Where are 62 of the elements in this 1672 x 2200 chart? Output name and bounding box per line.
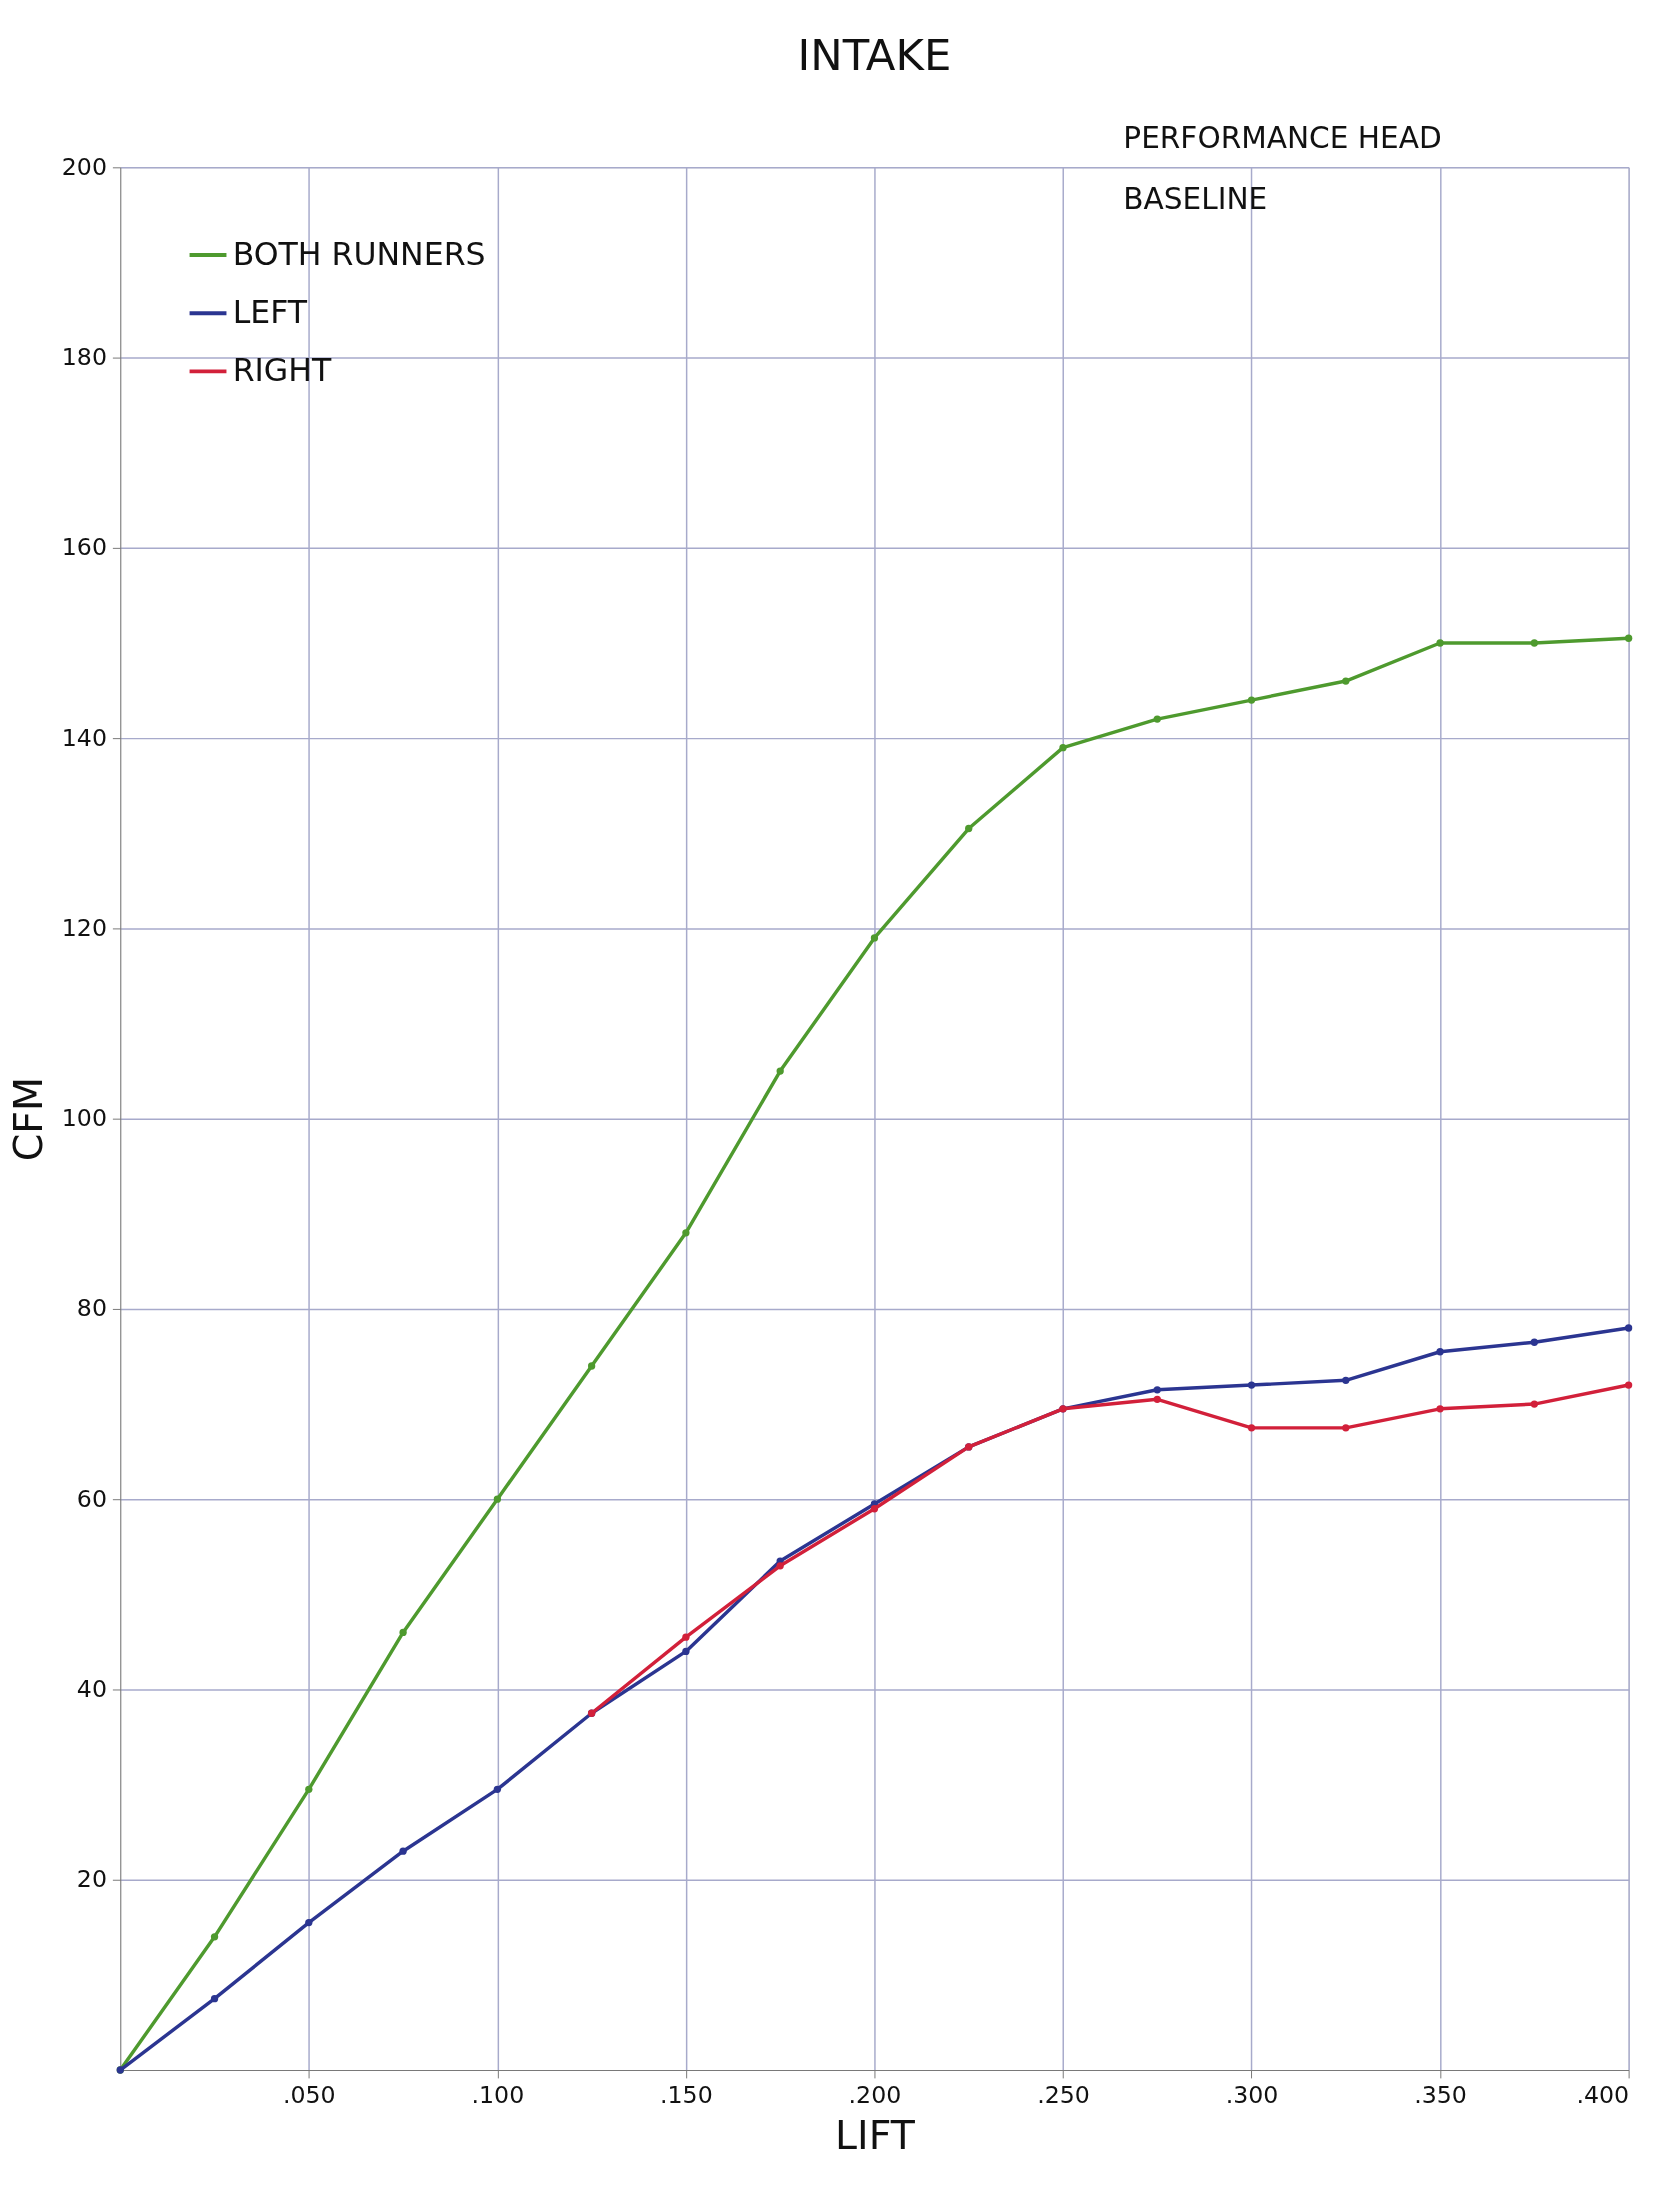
point	[776, 1067, 784, 1075]
point	[1247, 1381, 1256, 1389]
point	[1436, 639, 1444, 647]
point	[1153, 1395, 1161, 1403]
point	[1342, 1376, 1350, 1384]
point	[870, 1505, 879, 1513]
y-tick-label: 200	[61, 152, 107, 181]
x-tick-label: .050	[282, 2081, 336, 2110]
x-tick-label: .350	[1414, 2081, 1467, 2110]
chart-title: INTAKE	[797, 29, 952, 80]
y-tick-label: 100	[61, 1104, 107, 1133]
point	[1624, 1381, 1633, 1389]
point	[1530, 1400, 1539, 1408]
point	[493, 1785, 502, 1794]
y-tick-label: 80	[76, 1294, 107, 1323]
y-tick-label: 140	[61, 723, 107, 752]
y-tick-label: 20	[76, 1865, 107, 1894]
x-tick-label: .100	[471, 2081, 525, 2110]
y-tick-label: 40	[76, 1674, 107, 1703]
y-axis-title: CFM	[5, 1077, 52, 1162]
point	[682, 1647, 690, 1656]
point	[776, 1562, 784, 1570]
point	[682, 1633, 690, 1641]
point	[1624, 1324, 1633, 1332]
y-tick-label: 160	[61, 533, 107, 562]
x-tick-label: .150	[660, 2081, 713, 2110]
point	[399, 1628, 407, 1637]
point	[1342, 1424, 1350, 1432]
legend-label: RIGHT	[232, 352, 333, 389]
point	[305, 1785, 313, 1794]
point	[210, 1933, 219, 1941]
point	[965, 824, 973, 833]
point	[1153, 1386, 1161, 1394]
x-tick-label: .300	[1225, 2081, 1279, 2110]
chart-subtitle: PERFORMANCE HEAD	[1123, 120, 1442, 155]
x-tick-label: .400	[1576, 2081, 1630, 2110]
point	[1247, 1424, 1256, 1432]
point	[682, 1229, 690, 1237]
legend-label: LEFT	[232, 294, 308, 331]
point	[587, 1362, 596, 1370]
point	[1059, 744, 1067, 752]
x-tick-label: .250	[1037, 2081, 1090, 2110]
point	[1153, 715, 1161, 723]
annotation: BASELINE	[1123, 181, 1268, 216]
point	[493, 1495, 502, 1503]
y-tick-label: 180	[61, 342, 107, 371]
point	[1530, 1338, 1539, 1346]
legend-label: BOTH RUNNERS	[232, 235, 486, 272]
x-tick-label: .200	[848, 2081, 902, 2110]
x-axis-title: LIFT	[835, 2112, 916, 2159]
point	[870, 934, 879, 942]
point	[1342, 677, 1350, 685]
point	[399, 1847, 407, 1855]
point	[1530, 639, 1539, 647]
point	[305, 1918, 313, 1927]
point	[1436, 1348, 1444, 1356]
y-tick-label: 120	[61, 913, 107, 942]
point	[1624, 634, 1633, 642]
point	[210, 1995, 219, 2003]
point	[1436, 1405, 1444, 1413]
y-tick-label: 60	[76, 1484, 107, 1513]
point	[1247, 696, 1256, 704]
